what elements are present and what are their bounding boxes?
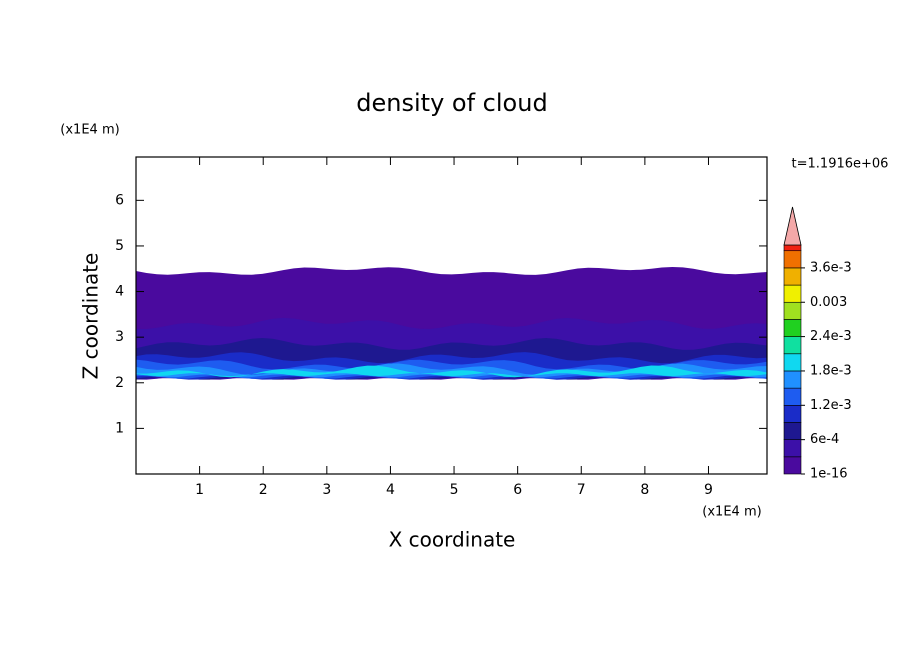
- colorbar-band: [783, 439, 802, 458]
- colorbar-band: [783, 422, 802, 440]
- colorbar-band: [783, 353, 802, 372]
- y-axis-label: Z coordinate: [79, 253, 103, 380]
- x-axis-label: X coordinate: [389, 528, 516, 552]
- chart-title: density of cloud: [356, 89, 547, 117]
- colorbar-band: [783, 267, 802, 286]
- colorbar-tick-label: 1.2e-3: [810, 398, 852, 413]
- x-tick-label: 3: [322, 482, 331, 498]
- colorbar-band: [783, 404, 802, 423]
- colorbar-band: [783, 250, 802, 269]
- x-tick-label: 4: [386, 482, 395, 498]
- x-tick-label: 8: [640, 482, 649, 498]
- colorbar-band: [783, 301, 802, 320]
- time-label: t=1.1916e+06: [792, 157, 889, 172]
- colorbar-tick-label: 1.8e-3: [810, 363, 852, 378]
- x-tick-label: 1: [195, 482, 204, 498]
- colorbar-extension: [783, 206, 802, 246]
- colorbar-band: [783, 319, 802, 337]
- colorbar-band: [783, 456, 802, 475]
- x-tick-label: 6: [513, 482, 522, 498]
- x-tick-label: 9: [704, 482, 713, 498]
- plot-frame: [135, 156, 768, 475]
- colorbar-band: [783, 244, 802, 252]
- y-tick-label: 6: [115, 192, 124, 208]
- colorbar-band: [783, 370, 802, 389]
- y-unit: (x1E4 m): [60, 123, 119, 138]
- y-tick-label: 2: [115, 375, 124, 391]
- colorbar-tick-label: 3.6e-3: [810, 260, 852, 275]
- x-tick-label: 5: [450, 482, 459, 498]
- x-tick-label: 2: [259, 482, 268, 498]
- colorbar-tick-label: 1e-16: [810, 467, 848, 482]
- colorbar-band: [783, 336, 802, 355]
- x-tick-label: 7: [577, 482, 586, 498]
- colorbar-band: [783, 284, 802, 303]
- y-tick-label: 1: [115, 420, 124, 436]
- x-unit: (x1E4 m): [702, 505, 761, 520]
- y-tick-label: 5: [115, 238, 124, 254]
- y-tick-label: 3: [115, 329, 124, 345]
- y-tick-label: 4: [115, 284, 124, 300]
- colorbar-tick-label: 2.4e-3: [810, 329, 852, 344]
- colorbar-band: [783, 387, 802, 406]
- contour-band: [136, 365, 767, 378]
- colorbar-tick-label: 6e-4: [810, 432, 839, 447]
- colorbar-tick-label: 0.003: [810, 295, 847, 310]
